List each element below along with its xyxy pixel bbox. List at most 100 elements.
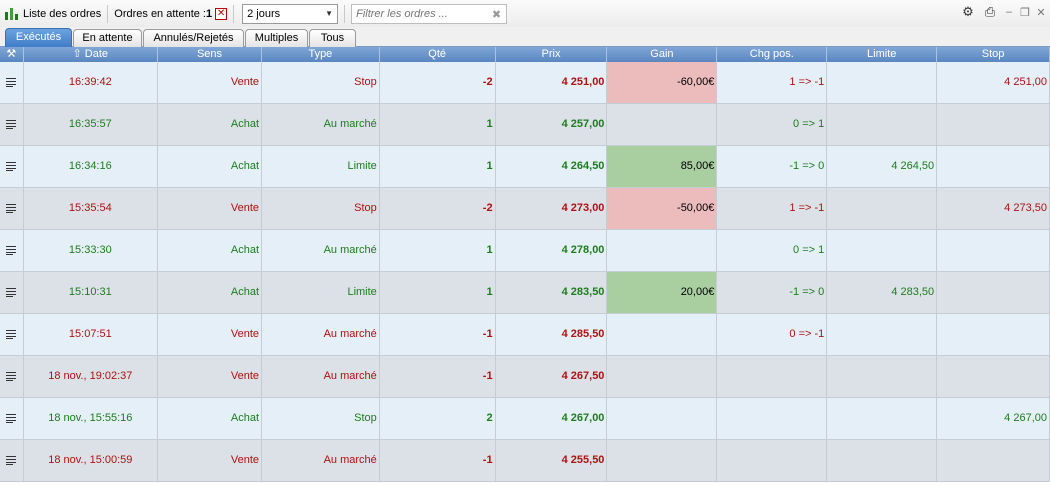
order-date: 16:34:16 bbox=[24, 146, 159, 187]
table-row[interactable]: 16:34:16 Achat Limite 1 4 264,50 85,00€ -1 => … bbox=[0, 146, 1050, 188]
order-details-icon[interactable] bbox=[6, 329, 17, 339]
order-gain bbox=[607, 398, 718, 439]
column-header-prix[interactable]: Prix bbox=[496, 47, 608, 62]
order-position-change: 1 => -1 bbox=[717, 188, 828, 229]
table-row[interactable]: 16:35:57 Achat Au marché 1 4 257,00 0 => 1 bbox=[0, 104, 1050, 146]
table-row[interactable]: 18 nov., 15:00:59 Vente Au marché -1 4 255,5… bbox=[0, 440, 1050, 482]
order-type: Limite bbox=[262, 146, 380, 187]
order-stop: 4 273,50 bbox=[937, 188, 1050, 229]
order-type: Au marché bbox=[262, 356, 380, 397]
table-row[interactable]: 15:33:30 Achat Au marché 1 4 278,00 0 => 1 bbox=[0, 230, 1050, 272]
filter-orders-input[interactable] bbox=[356, 7, 487, 20]
clear-filter-icon[interactable]: ✖ bbox=[491, 8, 502, 21]
order-price: 4 278,00 bbox=[496, 230, 608, 271]
table-row[interactable]: 15:35:54 Vente Stop -2 4 273,00 -50,00€ 1 => -… bbox=[0, 188, 1050, 230]
order-price: 4 257,00 bbox=[496, 104, 608, 145]
order-stop bbox=[937, 272, 1050, 313]
period-select[interactable]: 2 jours ▼ bbox=[242, 3, 339, 24]
toolbar: Liste des ordres Ordres en attente : 1 ✕… bbox=[0, 0, 1050, 27]
column-header-date[interactable]: ⇧ Date bbox=[24, 47, 158, 62]
orders-table: ⚒ ⇧ Date Sens Type Qté Prix Gain Chg pos… bbox=[0, 47, 1050, 486]
order-details-cell[interactable] bbox=[0, 440, 24, 481]
filter-orders-field[interactable]: ✖ bbox=[351, 3, 508, 24]
tab-annules-rejetes[interactable]: Annulés/Rejetés bbox=[143, 29, 244, 47]
table-row[interactable]: 15:10:31 Achat Limite 1 4 283,50 20,00€ -1 => … bbox=[0, 272, 1050, 314]
column-header-type[interactable]: Type bbox=[262, 47, 380, 62]
order-side: Vente bbox=[158, 62, 263, 103]
order-limit bbox=[827, 356, 938, 397]
window-controls: ⚙ ⎙ – ❐ ✕ bbox=[960, 4, 1046, 20]
toolbar-divider bbox=[233, 4, 235, 23]
order-gain: 85,00€ bbox=[607, 146, 718, 187]
order-stop bbox=[937, 146, 1050, 187]
order-details-cell[interactable] bbox=[0, 188, 24, 229]
column-header-limite[interactable]: Limite bbox=[827, 47, 938, 62]
column-header-stop[interactable]: Stop bbox=[937, 47, 1050, 62]
order-details-icon[interactable] bbox=[6, 245, 17, 255]
order-side: Vente bbox=[158, 356, 263, 397]
order-price: 4 255,50 bbox=[496, 440, 608, 481]
order-price: 4 273,00 bbox=[496, 188, 608, 229]
column-header-qte[interactable]: Qté bbox=[380, 47, 496, 62]
orders-chart-icon bbox=[4, 6, 20, 22]
cancel-pending-icon[interactable]: ✕ bbox=[215, 7, 228, 20]
order-position-change: 0 => 1 bbox=[717, 104, 828, 145]
close-icon[interactable]: ✕ bbox=[1036, 6, 1046, 19]
order-details-cell[interactable] bbox=[0, 104, 24, 145]
table-row[interactable]: 18 nov., 19:02:37 Vente Au marché -1 4 267,5… bbox=[0, 356, 1050, 398]
tab-multiples[interactable]: Multiples bbox=[245, 29, 308, 47]
tab-en-attente[interactable]: En attente bbox=[73, 29, 142, 47]
table-row[interactable]: 15:07:51 Vente Au marché -1 4 285,50 0 => -1 bbox=[0, 314, 1050, 356]
order-type: Stop bbox=[262, 62, 380, 103]
order-details-cell[interactable] bbox=[0, 356, 24, 397]
table-row[interactable]: 18 nov., 15:55:16 Achat Stop 2 4 267,00 4 267… bbox=[0, 398, 1050, 440]
order-details-icon[interactable] bbox=[6, 413, 17, 423]
tab-tous[interactable]: Tous bbox=[309, 29, 356, 47]
order-details-icon[interactable] bbox=[6, 287, 17, 297]
order-type: Au marché bbox=[262, 440, 380, 481]
column-header-gain[interactable]: Gain bbox=[607, 47, 718, 62]
order-details-icon[interactable] bbox=[6, 203, 17, 213]
column-header-chg-pos[interactable]: Chg pos. bbox=[717, 47, 828, 62]
order-quantity: 1 bbox=[380, 230, 496, 271]
minimize-icon[interactable]: – bbox=[1005, 6, 1013, 18]
order-details-cell[interactable] bbox=[0, 314, 24, 355]
chevron-down-icon[interactable]: ▼ bbox=[325, 9, 334, 18]
order-details-cell[interactable] bbox=[0, 146, 24, 187]
order-details-cell[interactable] bbox=[0, 272, 24, 313]
order-details-cell[interactable] bbox=[0, 62, 24, 103]
period-select-value: 2 jours bbox=[247, 7, 281, 20]
order-gain: 20,00€ bbox=[607, 272, 718, 313]
toolbar-divider bbox=[344, 4, 346, 23]
order-details-icon[interactable] bbox=[6, 77, 17, 87]
order-side: Achat bbox=[158, 230, 263, 271]
order-date: 18 nov., 15:55:16 bbox=[24, 398, 159, 439]
column-header-sens[interactable]: Sens bbox=[158, 47, 263, 62]
order-status-tabs: Exécutés En attente Annulés/Rejetés Mult… bbox=[0, 27, 1050, 48]
print-icon[interactable]: ⎙ bbox=[984, 4, 996, 19]
order-date: 15:33:30 bbox=[24, 230, 159, 271]
restore-icon[interactable]: ❐ bbox=[1020, 6, 1030, 19]
order-gain bbox=[607, 314, 718, 355]
order-details-icon[interactable] bbox=[6, 455, 17, 465]
order-limit: 4 264,50 bbox=[827, 146, 938, 187]
order-details-icon[interactable] bbox=[6, 161, 17, 171]
table-row[interactable]: 16:39:42 Vente Stop -2 4 251,00 -60,00€ 1 => -… bbox=[0, 62, 1050, 104]
order-quantity: 1 bbox=[380, 272, 496, 313]
order-side: Achat bbox=[158, 398, 263, 439]
order-details-cell[interactable] bbox=[0, 230, 24, 271]
order-quantity: -1 bbox=[380, 440, 496, 481]
order-type: Stop bbox=[262, 188, 380, 229]
order-quantity: 1 bbox=[380, 146, 496, 187]
order-details-cell[interactable] bbox=[0, 398, 24, 439]
tab-executes[interactable]: Exécutés bbox=[5, 28, 72, 48]
order-type: Au marché bbox=[262, 104, 380, 145]
order-price: 4 267,00 bbox=[496, 398, 608, 439]
order-price: 4 283,50 bbox=[496, 272, 608, 313]
order-details-icon[interactable] bbox=[6, 371, 17, 381]
pending-orders-indicator: Ordres en attente : 1 ✕ bbox=[114, 0, 228, 27]
order-details-icon[interactable] bbox=[6, 119, 17, 129]
column-settings-icon[interactable]: ⚒ bbox=[0, 47, 24, 62]
order-list-title[interactable]: Liste des ordres bbox=[0, 0, 101, 27]
settings-wrench-icon[interactable]: ⚙ bbox=[962, 4, 974, 19]
